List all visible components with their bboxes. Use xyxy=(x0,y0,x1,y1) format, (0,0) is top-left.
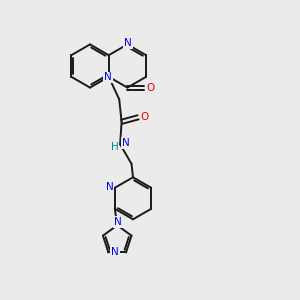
Text: N: N xyxy=(122,138,129,148)
Text: O: O xyxy=(141,112,149,122)
Text: N: N xyxy=(111,247,119,257)
Text: N: N xyxy=(106,182,113,192)
Text: N: N xyxy=(124,38,132,48)
Text: O: O xyxy=(146,82,154,93)
Text: N: N xyxy=(104,72,112,82)
Text: N: N xyxy=(114,217,122,227)
Text: H: H xyxy=(111,142,119,152)
